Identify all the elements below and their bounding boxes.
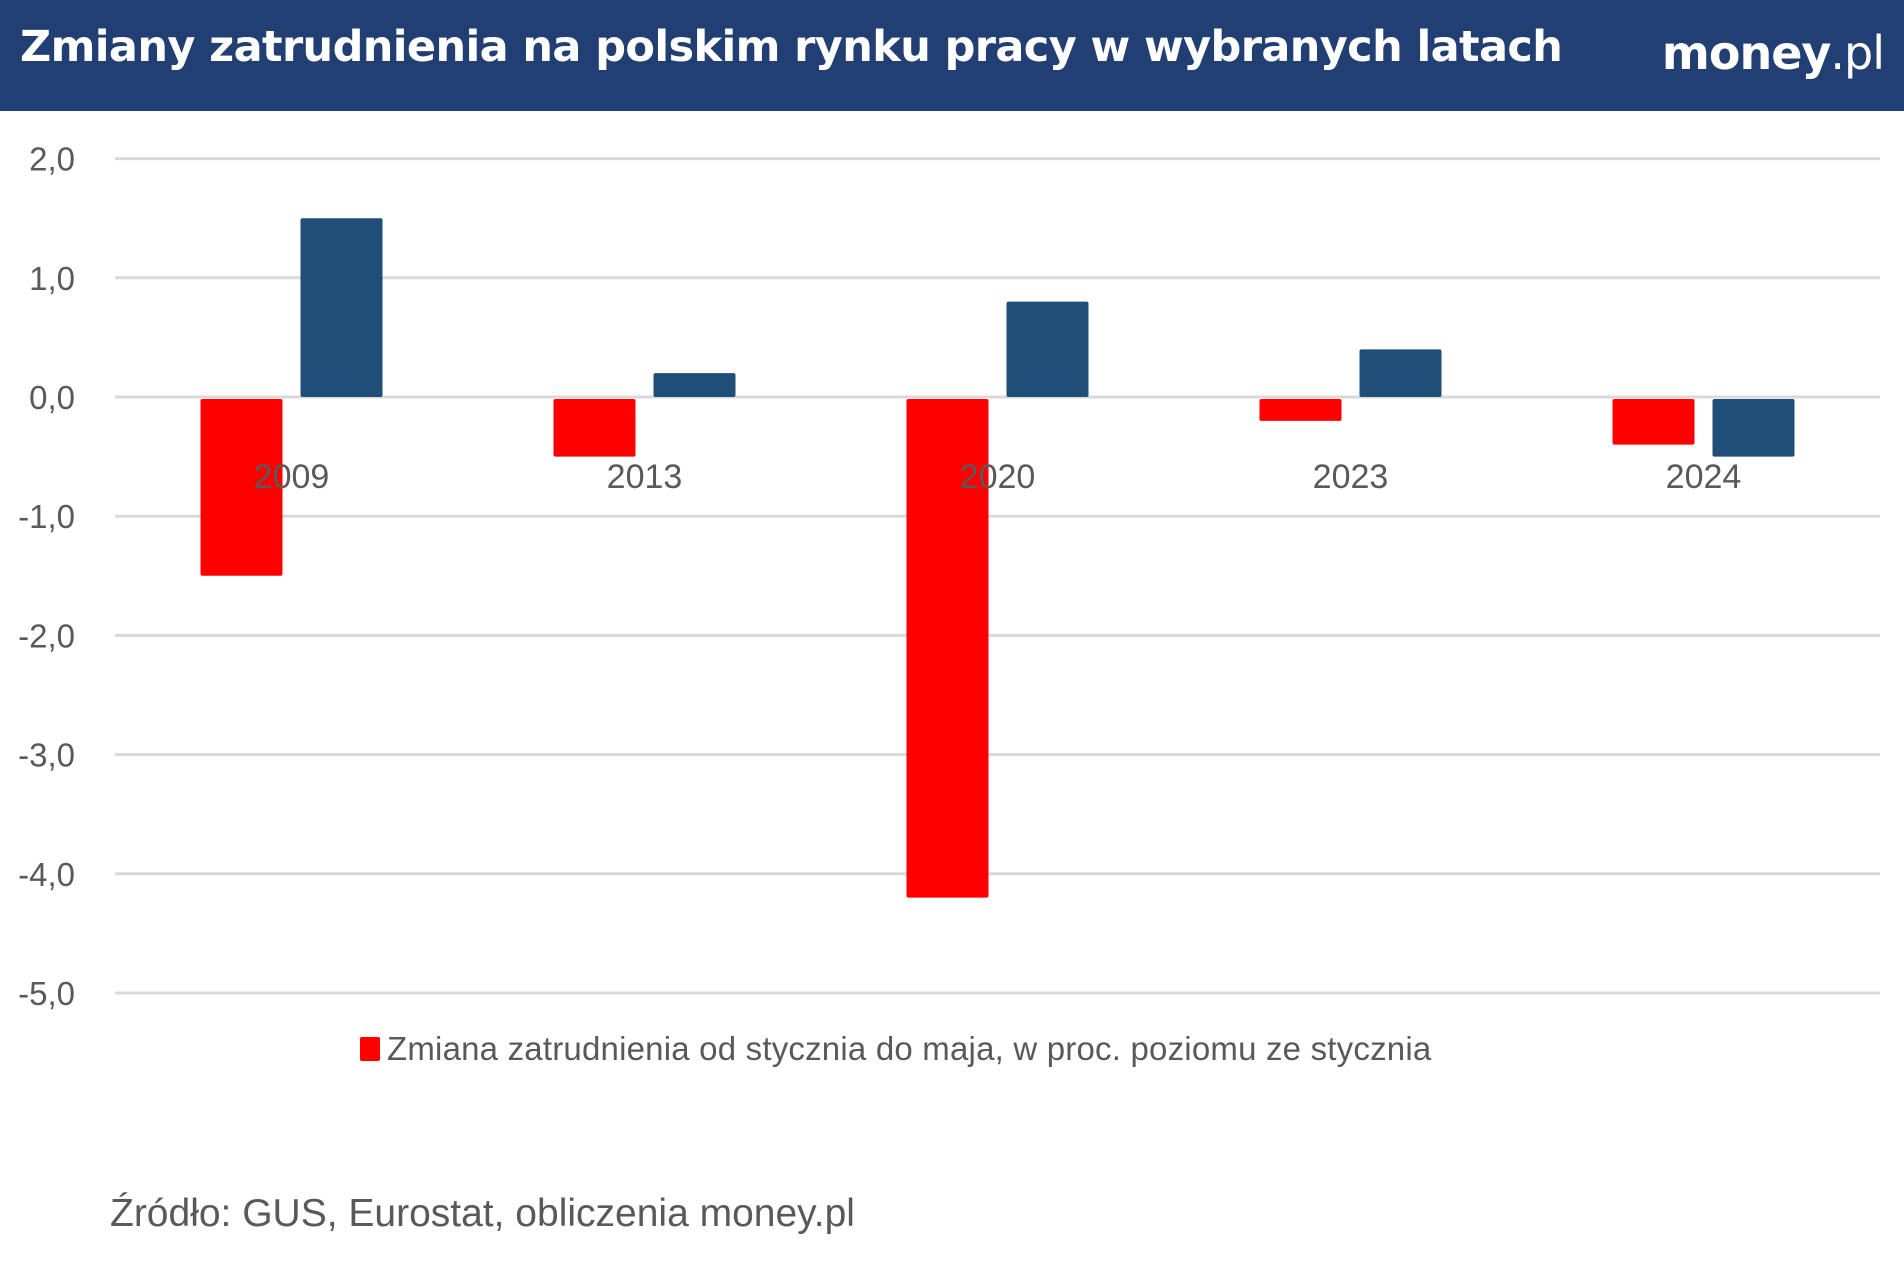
category-label: 2013 xyxy=(607,458,683,496)
chart-header: Zmiany zatrudnienia na polskim rynku pra… xyxy=(0,0,1904,111)
money-pl-logo: money.pl xyxy=(1661,26,1885,80)
bar-blue-2020 xyxy=(1006,301,1089,397)
bars xyxy=(200,218,1795,898)
y-tick-label: -4,0 xyxy=(18,856,75,893)
y-tick-label: 0,0 xyxy=(29,379,75,416)
y-tick-label: -3,0 xyxy=(18,737,75,774)
bar-red-2024 xyxy=(1612,399,1695,445)
source-note: Źródło: GUS, Eurostat, obliczenia money.… xyxy=(110,1192,855,1235)
chart-title: Zmiany zatrudnienia na polskim rynku pra… xyxy=(20,22,1563,72)
logo-brand: money xyxy=(1661,26,1831,80)
bar-chart: 2,01,00,0-1,0-2,0-3,0-4,0-5,0 2009 2013 20… xyxy=(18,141,1880,1012)
legend: Zmiana zatrudnienia od stycznia do maja,… xyxy=(360,1030,1431,1068)
y-tick-label: 2,0 xyxy=(29,141,75,178)
bar-blue-2009 xyxy=(300,218,383,397)
bar-red-2023 xyxy=(1259,399,1342,421)
gridlines xyxy=(115,157,1880,995)
bar-blue-2024 xyxy=(1712,399,1795,457)
y-tick-label: -1,0 xyxy=(18,498,75,535)
bar-blue-2013 xyxy=(653,373,736,397)
bar-red-2020 xyxy=(906,399,989,898)
bar-blue-2023 xyxy=(1359,349,1442,397)
legend-swatch-red xyxy=(360,1037,380,1061)
category-label: 2023 xyxy=(1313,458,1389,496)
bar-red-2013 xyxy=(553,399,636,457)
category-label: 2024 xyxy=(1666,458,1742,496)
category-label: 2020 xyxy=(960,458,1036,496)
category-label: 2009 xyxy=(254,458,330,496)
y-tick-label: -2,0 xyxy=(18,617,75,654)
logo-tld: .pl xyxy=(1830,26,1885,80)
bar-red-2009 xyxy=(200,399,283,576)
y-axis-labels: 2,0 1,0 0,0 -1,0 -2,0 -3,0 -4,0 -5,0 xyxy=(18,141,75,1012)
category-labels: 2009 2013 2020 2023 2024 xyxy=(254,458,1742,496)
y-tick-label: -5,0 xyxy=(18,975,75,1012)
legend-label: Zmiana zatrudnienia od stycznia do maja,… xyxy=(387,1030,1432,1067)
y-tick-label: 1,0 xyxy=(29,260,75,297)
